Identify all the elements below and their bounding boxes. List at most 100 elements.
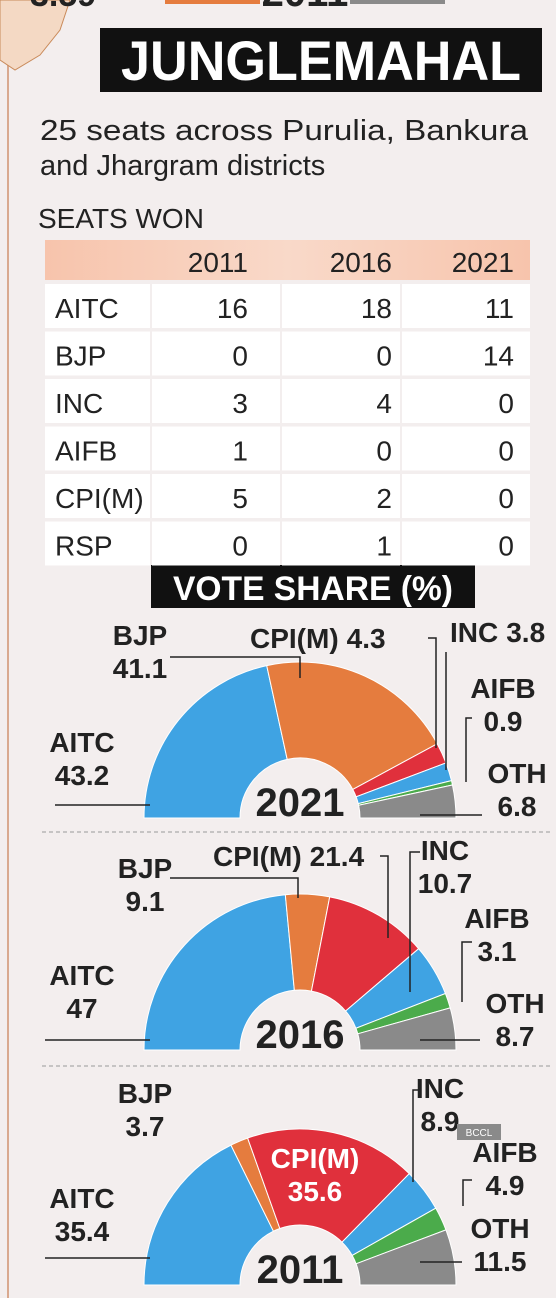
- wedge: [355, 1229, 457, 1286]
- slice-value: 4.9: [486, 1170, 525, 1201]
- leader-line: [409, 851, 420, 992]
- cell: [152, 426, 280, 471]
- title-box: [100, 28, 542, 92]
- slice-name: OTH: [470, 1213, 529, 1244]
- cell-value: 3: [232, 388, 248, 419]
- slice-value: 43.2: [55, 760, 110, 791]
- wedge: [143, 1144, 275, 1286]
- cell: [152, 474, 280, 518]
- slice-name: OTH: [487, 758, 546, 789]
- legend-fragment: [350, 0, 445, 4]
- slice-name: AIFB: [464, 903, 529, 934]
- slice-value: 35.6: [288, 1176, 343, 1207]
- leader-line: [462, 1179, 472, 1206]
- slice-name: INC: [416, 1073, 464, 1104]
- slice-name: INC: [450, 617, 498, 648]
- cell: [402, 379, 530, 423]
- leader-line: [428, 637, 437, 748]
- slice-value: 3.7: [126, 1111, 165, 1142]
- cell-value: 2: [376, 483, 392, 514]
- cell-value: 0: [376, 341, 392, 372]
- slice-value: 21.4: [310, 841, 365, 872]
- slice-name: AIFB: [470, 673, 535, 704]
- cell: [402, 331, 530, 376]
- cell: [152, 379, 280, 423]
- top-fragment: 3.59: [30, 0, 96, 14]
- map-fragment: [0, 0, 71, 71]
- leader-line: [461, 941, 472, 1002]
- slice-name: BJP: [118, 1078, 172, 1109]
- cell: [282, 474, 400, 518]
- cell: [45, 426, 150, 471]
- watermark: BCCL: [466, 1128, 493, 1139]
- cell-value: 18: [361, 293, 392, 324]
- chart-year: 2016: [256, 1013, 345, 1057]
- slice-value: 0.9: [484, 706, 523, 737]
- cell-value: 16: [217, 293, 248, 324]
- cell-value: 0: [498, 531, 514, 562]
- slice-name: AITC: [49, 727, 114, 758]
- slice-value: 8.9: [421, 1106, 460, 1137]
- cell: [45, 474, 150, 518]
- subtitle: and Jhargram districts: [40, 150, 325, 182]
- cell: [45, 521, 150, 566]
- cell-value: 0: [498, 483, 514, 514]
- cell: [282, 521, 400, 566]
- slice-label: INC 3.8: [450, 617, 545, 648]
- cell-value: 0: [232, 341, 248, 372]
- cell-value: 5: [232, 483, 248, 514]
- column-header: 2016: [330, 247, 392, 278]
- slice-value: 9.1: [126, 886, 165, 917]
- cell: [282, 426, 400, 471]
- cell-value: 0: [498, 388, 514, 419]
- header-row: [45, 240, 530, 280]
- slice-value: 47: [66, 993, 97, 1024]
- cell-value: 0: [376, 436, 392, 467]
- slice-value: 3.1: [478, 936, 517, 967]
- slice-name: BJP: [113, 620, 167, 651]
- slice-label: CPI(M) 4.3: [250, 623, 386, 654]
- slice-name: CPI(M): [213, 841, 302, 872]
- row-label: BJP: [55, 341, 106, 372]
- cell: [282, 331, 400, 376]
- slice-name: CPI(M): [250, 623, 339, 654]
- cell: [45, 284, 150, 328]
- wedge: [246, 1128, 410, 1243]
- row-label: CPI(M): [55, 483, 144, 514]
- slice-value: 8.7: [496, 1021, 535, 1052]
- slice-value: 41.1: [113, 653, 168, 684]
- slice-name: OTH: [485, 988, 544, 1019]
- subtitle: 25 seats across Purulia, Bankura: [40, 115, 529, 147]
- slice-name: CPI(M): [271, 1143, 360, 1174]
- cell-value: 0: [232, 531, 248, 562]
- slice-label: CPI(M) 21.4: [213, 841, 365, 872]
- slice-name: INC: [421, 835, 469, 866]
- wedge: [358, 784, 457, 819]
- slice-value: 11.5: [474, 1246, 527, 1277]
- wedge: [143, 664, 288, 819]
- row-label: RSP: [55, 531, 113, 562]
- row-label: INC: [55, 388, 103, 419]
- table-title: SEATS WON: [38, 203, 204, 234]
- leader-line: [412, 1089, 420, 1182]
- leader-line: [170, 877, 299, 898]
- cell: [45, 331, 150, 376]
- cell: [152, 284, 280, 328]
- slice-value: 6.8: [498, 791, 537, 822]
- slice-name: AIFB: [472, 1137, 537, 1168]
- slice-value: 3.8: [506, 617, 545, 648]
- row-label: AITC: [55, 293, 119, 324]
- cell: [282, 379, 400, 423]
- cell: [402, 474, 530, 518]
- leader-line: [170, 656, 301, 678]
- cell: [402, 426, 530, 471]
- watermark-box: [457, 1124, 501, 1140]
- section-box: [151, 565, 475, 608]
- cell: [45, 379, 150, 423]
- slice-name: AITC: [49, 1183, 114, 1214]
- cell: [402, 284, 530, 328]
- title: JUNGLEMAHAL: [121, 29, 521, 92]
